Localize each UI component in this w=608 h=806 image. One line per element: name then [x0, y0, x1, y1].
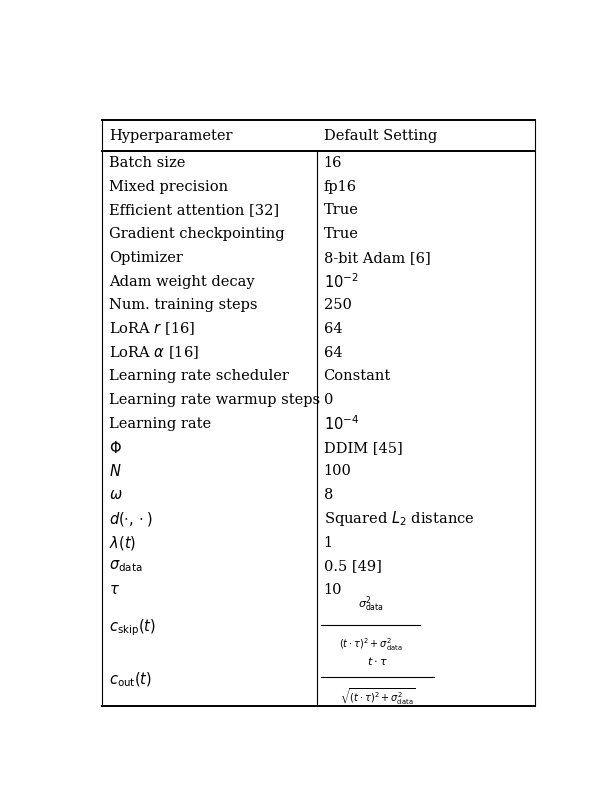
Text: $c_{\mathrm{out}}(t)$: $c_{\mathrm{out}}(t)$	[109, 671, 152, 689]
Text: $t\cdot\tau$: $t\cdot\tau$	[367, 655, 389, 667]
Text: $(t\cdot\tau)^2+\sigma_{\mathrm{data}}^2$: $(t\cdot\tau)^2+\sigma_{\mathrm{data}}^2…	[339, 636, 402, 653]
Text: 64: 64	[323, 346, 342, 359]
Text: True: True	[323, 203, 359, 218]
Text: $\lambda(t)$: $\lambda(t)$	[109, 534, 136, 551]
Text: Default Setting: Default Setting	[323, 129, 437, 143]
Text: Learning rate warmup steps: Learning rate warmup steps	[109, 393, 320, 407]
Text: $d(\cdot,\cdot)$: $d(\cdot,\cdot)$	[109, 509, 153, 528]
Text: 250: 250	[323, 298, 351, 312]
Text: 0: 0	[323, 393, 333, 407]
Text: 1: 1	[323, 535, 333, 550]
Text: $\tau$: $\tau$	[109, 583, 120, 597]
Text: fp16: fp16	[323, 180, 357, 193]
Text: $\sigma_{\mathrm{data}}^2$: $\sigma_{\mathrm{data}}^2$	[358, 594, 384, 613]
Text: 64: 64	[323, 322, 342, 336]
Text: 10: 10	[323, 583, 342, 597]
Text: Gradient checkpointing: Gradient checkpointing	[109, 227, 285, 241]
Text: 16: 16	[323, 156, 342, 170]
Text: $10^{-2}$: $10^{-2}$	[323, 272, 358, 291]
Text: Optimizer: Optimizer	[109, 251, 183, 265]
Text: 100: 100	[323, 464, 351, 478]
Text: $\sqrt{(t\cdot\tau)^2+\sigma_{\mathrm{data}}^2}$: $\sqrt{(t\cdot\tau)^2+\sigma_{\mathrm{da…	[340, 687, 416, 707]
Text: 0.5 [49]: 0.5 [49]	[323, 559, 381, 573]
Text: $N$: $N$	[109, 463, 122, 480]
Text: Batch size: Batch size	[109, 156, 185, 170]
Text: $\omega$: $\omega$	[109, 488, 123, 502]
Text: Num. training steps: Num. training steps	[109, 298, 257, 312]
Text: Hyperparameter: Hyperparameter	[109, 129, 232, 143]
Text: DDIM [45]: DDIM [45]	[323, 441, 402, 455]
Text: True: True	[323, 227, 359, 241]
Text: Learning rate scheduler: Learning rate scheduler	[109, 369, 289, 384]
Text: Adam weight decay: Adam weight decay	[109, 275, 255, 289]
Text: LoRA $r$ [16]: LoRA $r$ [16]	[109, 321, 195, 338]
Text: 8: 8	[323, 488, 333, 502]
Text: $10^{-4}$: $10^{-4}$	[323, 414, 359, 434]
Text: $\Phi$: $\Phi$	[109, 439, 122, 455]
Text: Learning rate: Learning rate	[109, 417, 211, 431]
Text: 8-bit Adam [6]: 8-bit Adam [6]	[323, 251, 430, 265]
Text: Squared $L_2$ distance: Squared $L_2$ distance	[323, 509, 474, 528]
Text: $c_{\mathrm{skip}}(t)$: $c_{\mathrm{skip}}(t)$	[109, 617, 156, 638]
Text: Constant: Constant	[323, 369, 391, 384]
Text: Mixed precision: Mixed precision	[109, 180, 228, 193]
Text: LoRA $\alpha$ [16]: LoRA $\alpha$ [16]	[109, 344, 199, 361]
Text: Efficient attention [32]: Efficient attention [32]	[109, 203, 279, 218]
Text: $\sigma_{\mathrm{data}}$: $\sigma_{\mathrm{data}}$	[109, 559, 142, 574]
